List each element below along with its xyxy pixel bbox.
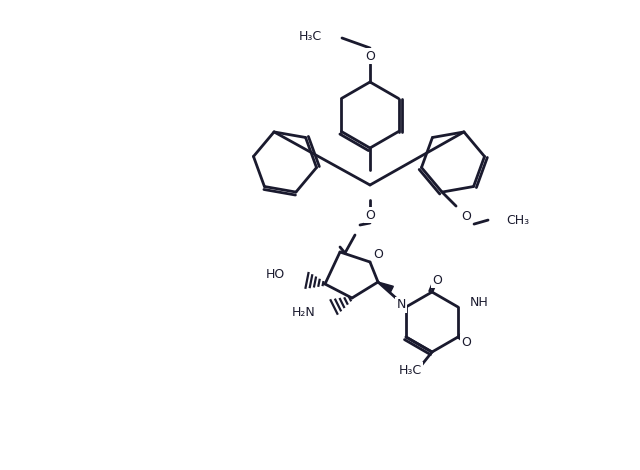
- Text: O: O: [365, 49, 375, 63]
- Text: HO: HO: [266, 267, 285, 281]
- Polygon shape: [378, 282, 394, 292]
- Text: H₃C: H₃C: [399, 363, 422, 376]
- Text: O: O: [461, 336, 471, 348]
- Text: O: O: [373, 248, 383, 260]
- Text: N: N: [396, 298, 406, 312]
- Text: NH: NH: [470, 296, 489, 308]
- Text: O: O: [365, 209, 375, 221]
- Text: O: O: [461, 210, 471, 223]
- Text: H₃C: H₃C: [299, 30, 322, 42]
- Text: H₂N: H₂N: [291, 306, 315, 320]
- Text: O: O: [432, 274, 442, 287]
- Text: CH₃: CH₃: [506, 213, 529, 227]
